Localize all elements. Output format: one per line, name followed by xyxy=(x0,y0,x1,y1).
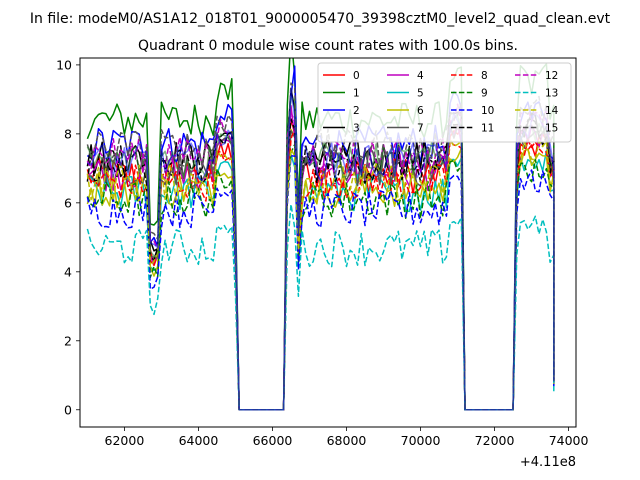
y-tick-label: 4 xyxy=(64,264,72,279)
axes-frame xyxy=(79,57,577,428)
figure-suptitle: In file: modeM0/AS1A12_018T01_9000005470… xyxy=(30,11,611,27)
legend-label-1: 1 xyxy=(353,88,360,100)
legend-label-10: 10 xyxy=(481,105,494,117)
legend-label-7: 7 xyxy=(417,123,424,135)
x-tick-label: 72000 xyxy=(475,433,515,448)
series-line-14 xyxy=(86,138,555,411)
series-line-13 xyxy=(86,203,555,411)
y-tick-label: 2 xyxy=(64,333,72,348)
series-line-extra-16 xyxy=(86,97,555,411)
legend-box xyxy=(317,62,572,143)
series-line-extra-17 xyxy=(87,88,555,411)
x-tick-label: 66000 xyxy=(253,433,293,448)
legend-label-15: 15 xyxy=(545,123,558,135)
series-line-8 xyxy=(86,128,555,411)
legend-label-14: 14 xyxy=(545,105,559,117)
x-axis-offset-label: +4.11e8 xyxy=(520,455,576,470)
legend-label-6: 6 xyxy=(417,105,424,117)
x-tick-label: 62000 xyxy=(105,433,145,448)
y-tick-label: 10 xyxy=(56,57,72,72)
legend-label-11: 11 xyxy=(481,123,494,135)
y-tick-label: 8 xyxy=(64,126,72,141)
chart-title: Quadrant 0 module wise count rates with … xyxy=(138,38,518,54)
y-tick-label: 0 xyxy=(64,402,72,417)
legend-label-12: 12 xyxy=(545,70,558,82)
x-axis: 62000 64000 66000 68000 70000 72000 74000 xyxy=(105,427,589,448)
y-tick-label: 6 xyxy=(64,195,72,210)
x-tick-label: 70000 xyxy=(401,433,441,448)
legend-label-3: 3 xyxy=(353,123,360,135)
y-axis: 0 2 4 6 8 10 xyxy=(56,57,80,417)
series-line-5 xyxy=(87,149,555,411)
legend-label-8: 8 xyxy=(481,70,488,82)
x-tick-label: 68000 xyxy=(327,433,367,448)
legend-label-9: 9 xyxy=(481,88,488,100)
legend-label-2: 2 xyxy=(353,105,360,117)
legend-label-0: 0 xyxy=(353,70,360,82)
x-tick-label: 64000 xyxy=(179,433,219,448)
x-tick-label: 74000 xyxy=(549,433,589,448)
legend-label-5: 5 xyxy=(417,88,424,100)
legend-label-13: 13 xyxy=(545,88,558,100)
legend-label-4: 4 xyxy=(417,70,424,82)
series-line-10 xyxy=(86,155,555,411)
series-line-9 xyxy=(86,143,555,411)
